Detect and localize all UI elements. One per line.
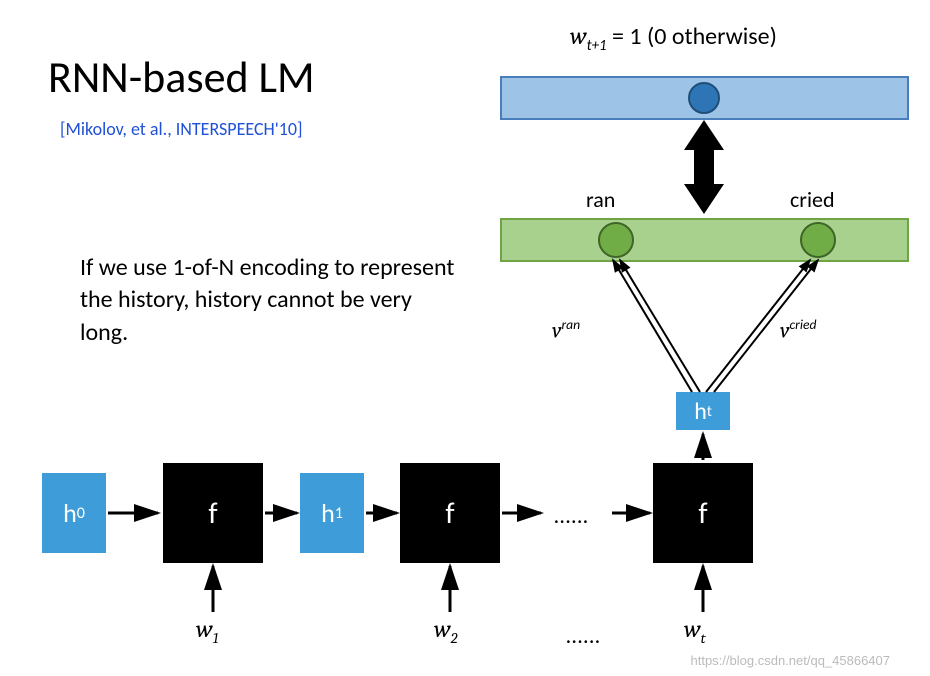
label-cried: cried bbox=[790, 186, 835, 213]
eq-paren: (0 otherwise) bbox=[647, 22, 777, 51]
wt-base: w bbox=[684, 615, 701, 643]
v-ran-sup: ran bbox=[561, 316, 580, 333]
h1-box: h1 bbox=[300, 473, 364, 553]
watermark-text: https://blog.csdn.net/qq_45866407 bbox=[691, 653, 891, 668]
wt-sub: t bbox=[701, 630, 706, 647]
w2-sub: 2 bbox=[451, 630, 458, 647]
page-title: RNN-based LM bbox=[48, 50, 315, 104]
eq-sub: t+1 bbox=[587, 36, 607, 54]
ht-base: h bbox=[694, 397, 707, 426]
v-cried-sup: cried bbox=[789, 316, 816, 333]
h0-box: h0 bbox=[42, 473, 106, 553]
ht-sup: t bbox=[707, 402, 712, 420]
f-box-2: f bbox=[400, 463, 500, 563]
dots-chain: ...... bbox=[554, 506, 589, 528]
h1-sup: 1 bbox=[335, 504, 343, 523]
h0-base: h bbox=[63, 497, 77, 529]
ht-box: ht bbox=[676, 392, 730, 430]
h1-base: h bbox=[321, 497, 335, 529]
label-v-cried: vcried bbox=[780, 316, 816, 343]
citation-text: [Mikolov, et al., INTERSPEECH'10] bbox=[60, 118, 303, 140]
label-v-ran: vran bbox=[552, 316, 580, 343]
wt-label: wt bbox=[684, 615, 706, 647]
softmax-bar bbox=[500, 218, 909, 262]
w1-sub: 1 bbox=[213, 630, 219, 647]
softmax-dot-ran bbox=[598, 222, 634, 258]
w1-base: w bbox=[196, 615, 213, 643]
output-selected-dot bbox=[688, 82, 720, 114]
w1-label: w1 bbox=[196, 615, 219, 647]
eq-w: w bbox=[570, 22, 587, 50]
w2-base: w bbox=[434, 615, 451, 643]
f-box-1: f bbox=[163, 463, 263, 563]
f-box-3: f bbox=[653, 463, 753, 563]
body-paragraph: If we use 1-of-N encoding to represent t… bbox=[80, 252, 460, 349]
label-ran: ran bbox=[586, 186, 615, 213]
eq-mid: = 1 bbox=[607, 22, 647, 51]
h0-sup: 0 bbox=[77, 504, 85, 523]
w2-label: w2 bbox=[434, 615, 457, 647]
top-equation: wt+1 = 1 (0 otherwise) bbox=[570, 22, 777, 54]
dots-inputs: ...... bbox=[566, 626, 601, 648]
softmax-dot-cried bbox=[800, 222, 836, 258]
